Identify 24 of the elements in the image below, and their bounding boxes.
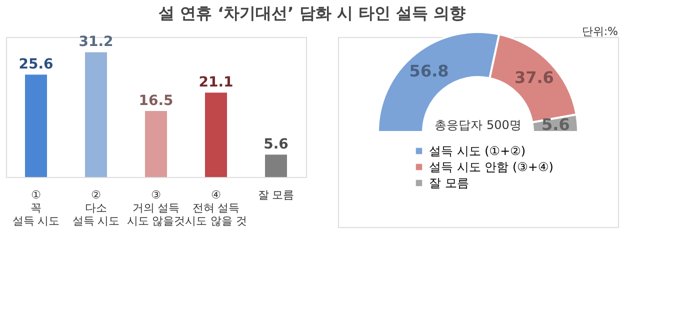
data-label: 21.1 [198, 74, 234, 91]
data-label: 16.5 [138, 93, 174, 109]
x-tick-label: ④ 전혀 설득 시도 않을 것 [185, 188, 247, 228]
bar [145, 111, 167, 177]
text: 총응답자 500명 [434, 118, 522, 132]
bar [85, 52, 107, 177]
data-label: 56.8 [409, 61, 449, 80]
chart-title: 설 연휴 ‘차기대선’ 담화 시 타인 설득 의향 [158, 4, 466, 22]
bar [25, 74, 47, 177]
x-tick-label: ① 꼭 설득 시도 [12, 188, 60, 228]
bar [205, 92, 227, 177]
legend-label: 잘 모름 [429, 176, 469, 190]
data-label: 37.6 [514, 68, 554, 87]
x-tick-label: ③ 거의 설득 시도 않을것 [126, 188, 186, 228]
x-tick-label: 잘 모름 [258, 188, 294, 202]
legend-label: 설득 시도 안함 (③+④) [429, 160, 554, 174]
data-label: 5.6 [542, 115, 570, 134]
data-label: 25.6 [18, 56, 54, 73]
legend-label: 설득 시도 (①+②) [429, 144, 526, 158]
data-label: 5.6 [264, 136, 288, 153]
data-label: 31.2 [78, 34, 114, 50]
text: 단위:% [582, 25, 618, 38]
bar [265, 154, 287, 177]
x-tick-label: ② 다소 설득 시도 [72, 188, 120, 228]
